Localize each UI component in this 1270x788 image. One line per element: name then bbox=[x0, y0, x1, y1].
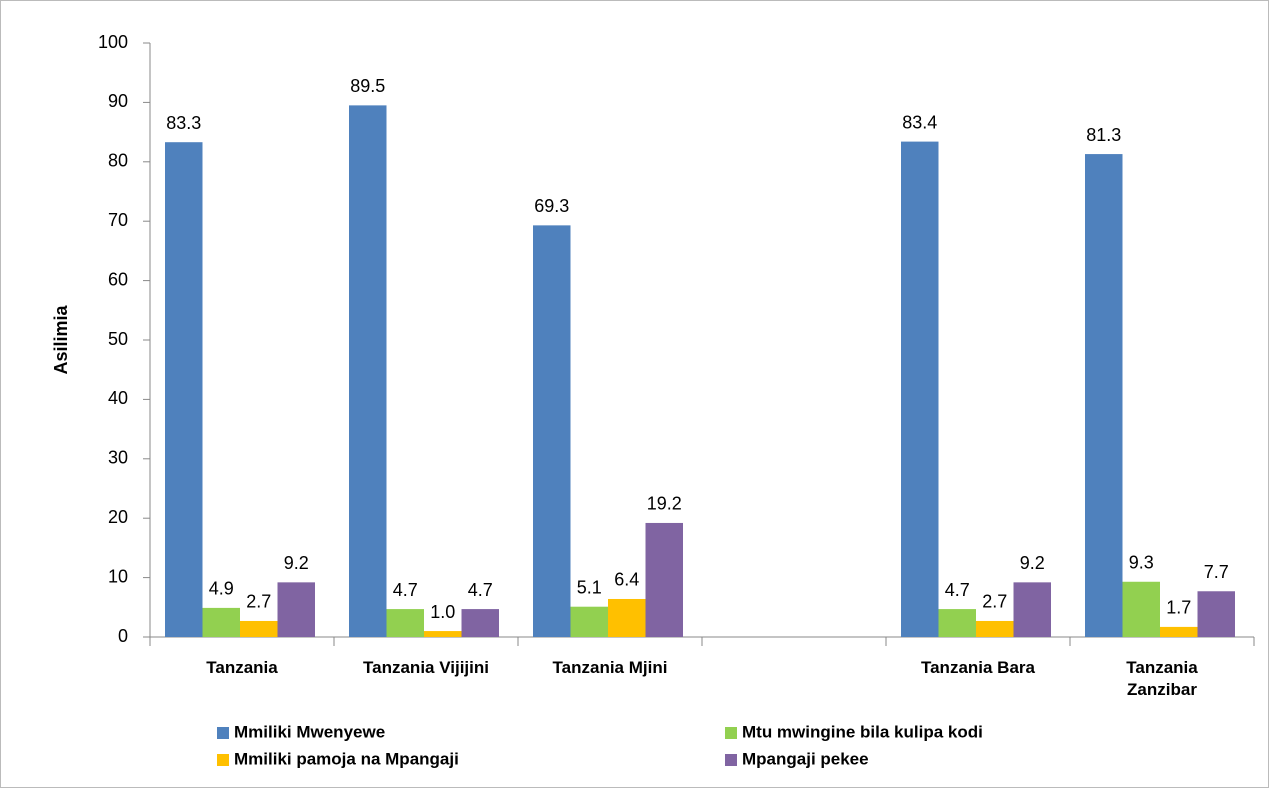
data-label: 19.2 bbox=[647, 494, 682, 514]
data-label: 5.1 bbox=[577, 577, 602, 597]
data-label: 4.7 bbox=[468, 580, 493, 600]
x-tick-label-box: Tanzania Vijijini bbox=[363, 658, 489, 677]
bar bbox=[1160, 626, 1198, 637]
x-tick-label: Tanzania Mjini bbox=[552, 658, 668, 677]
legend-label: Mmiliki Mwenyewe bbox=[234, 722, 385, 741]
bar bbox=[349, 105, 387, 638]
bar bbox=[277, 582, 315, 637]
bar bbox=[901, 141, 939, 637]
legend-label: Mtu mwingine bila kulipa kodi bbox=[742, 722, 983, 741]
bar bbox=[1197, 591, 1235, 637]
bar bbox=[533, 225, 571, 637]
bar bbox=[645, 522, 683, 637]
legend-label: Mmiliki pamoja na Mpangaji bbox=[234, 749, 459, 768]
bar bbox=[938, 609, 976, 637]
data-label: 4.7 bbox=[393, 580, 418, 600]
y-tick-label: 20 bbox=[108, 507, 128, 527]
x-tick-label-box: Tanzania Mjini bbox=[552, 658, 668, 677]
x-tick-label-box: Tanzania bbox=[206, 658, 278, 677]
data-label: 83.3 bbox=[166, 113, 201, 133]
bar bbox=[202, 607, 240, 637]
y-tick-label: 40 bbox=[108, 388, 128, 408]
data-label: 2.7 bbox=[982, 592, 1007, 612]
x-tick-label: Tanzania bbox=[206, 658, 278, 677]
legend-swatch bbox=[725, 754, 737, 766]
bar bbox=[608, 598, 646, 637]
legend-swatch bbox=[217, 727, 229, 739]
data-label: 6.4 bbox=[614, 570, 639, 590]
data-label: 69.3 bbox=[534, 196, 569, 216]
data-label: 83.4 bbox=[902, 112, 937, 132]
y-tick-label: 100 bbox=[98, 32, 128, 52]
bar bbox=[461, 609, 499, 637]
y-tick-label: 70 bbox=[108, 210, 128, 230]
y-tick-label: 80 bbox=[108, 151, 128, 171]
y-tick-label: 0 bbox=[118, 626, 128, 646]
bar bbox=[570, 606, 608, 637]
data-label: 81.3 bbox=[1086, 125, 1121, 145]
x-tick-label: Tanzania Zanzibar bbox=[1126, 658, 1198, 699]
data-label: 89.5 bbox=[350, 76, 385, 96]
data-label: 9.3 bbox=[1129, 553, 1154, 573]
data-label: 7.7 bbox=[1204, 562, 1229, 582]
x-tick-label: Tanzania Vijijini bbox=[363, 658, 489, 677]
x-tick-label-box: Tanzania Bara bbox=[920, 658, 1035, 677]
bar bbox=[386, 609, 424, 637]
bar bbox=[1122, 581, 1160, 637]
bar bbox=[1085, 154, 1123, 637]
legend-swatch bbox=[725, 727, 737, 739]
bar bbox=[165, 142, 203, 637]
data-label: 1.0 bbox=[430, 602, 455, 622]
bar bbox=[976, 620, 1014, 637]
y-axis-label: Asilimia bbox=[51, 304, 71, 374]
data-label: 4.9 bbox=[209, 579, 234, 599]
bar bbox=[424, 631, 462, 637]
data-label: 9.2 bbox=[284, 553, 309, 573]
legend-swatch bbox=[217, 754, 229, 766]
bar bbox=[1013, 582, 1051, 637]
data-label: 9.2 bbox=[1020, 553, 1045, 573]
data-label: 1.7 bbox=[1166, 598, 1191, 618]
y-tick-label: 50 bbox=[108, 329, 128, 349]
y-tick-label: 60 bbox=[108, 269, 128, 289]
y-tick-label: 10 bbox=[108, 566, 128, 586]
data-label: 2.7 bbox=[246, 592, 271, 612]
bar bbox=[240, 620, 278, 637]
data-label: 4.7 bbox=[945, 580, 970, 600]
y-tick-label: 90 bbox=[108, 91, 128, 111]
x-tick-label: Tanzania Bara bbox=[920, 658, 1035, 677]
x-tick-label-box: Tanzania Zanzibar bbox=[1126, 658, 1198, 699]
legend-label: Mpangaji pekee bbox=[742, 749, 869, 768]
y-tick-label: 30 bbox=[108, 448, 128, 468]
